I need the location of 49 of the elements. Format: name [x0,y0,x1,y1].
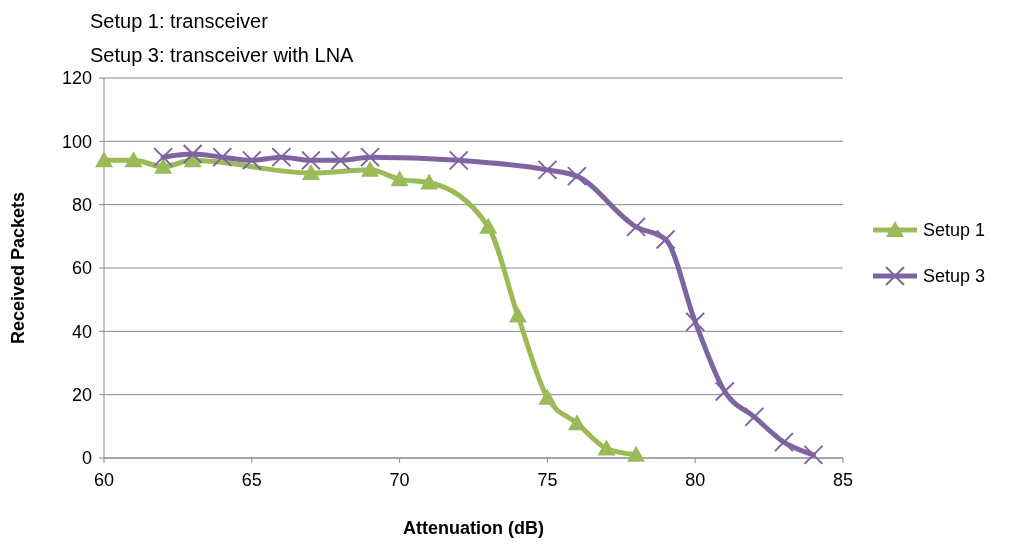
point [566,166,587,187]
point [655,229,676,250]
point [300,150,321,171]
x-tick-label: 70 [389,470,410,490]
point [626,216,647,237]
x-axis-title: Attenuation (dB) [403,518,544,538]
point [124,151,143,168]
chart-title: Setup 1: transceiver [90,10,269,32]
legend-label: Setup 1 [923,220,986,241]
point [95,151,113,168]
point [567,414,586,431]
point [420,173,439,190]
point [538,388,557,405]
y-tick-label: 40 [71,321,92,342]
x-tick-label: 80 [685,470,706,490]
y-tick-label: 0 [81,448,92,469]
y-axis-title: Received Packets [8,191,28,345]
point [448,150,469,171]
y-tick-label: 80 [71,194,92,215]
point [271,147,292,168]
point [803,444,824,465]
point [301,164,320,180]
point [182,144,203,164]
point [212,147,233,168]
x-tick-label: 75 [537,470,558,490]
legend-label: Setup 3 [923,266,986,287]
point [390,170,409,187]
y-tick-label: 100 [61,131,92,152]
point [153,147,174,168]
y-tick-label: 120 [61,68,92,89]
point [361,160,380,177]
point [714,381,735,402]
y-tick-label: 60 [71,258,92,279]
point [241,150,262,171]
point [330,150,351,171]
point [773,432,794,453]
point [479,217,498,234]
point [508,306,527,323]
x-tick-label: 60 [93,470,115,490]
point [627,445,646,462]
x-tick-label: 85 [832,470,854,490]
chart-subtitle: Setup 3: transceiver with LNA [90,44,355,66]
point [597,439,616,456]
point [685,311,706,332]
point [154,157,173,174]
point [537,159,558,180]
y-tick-label: 20 [71,384,92,405]
x-tick-label: 65 [241,470,262,490]
point [360,147,381,168]
